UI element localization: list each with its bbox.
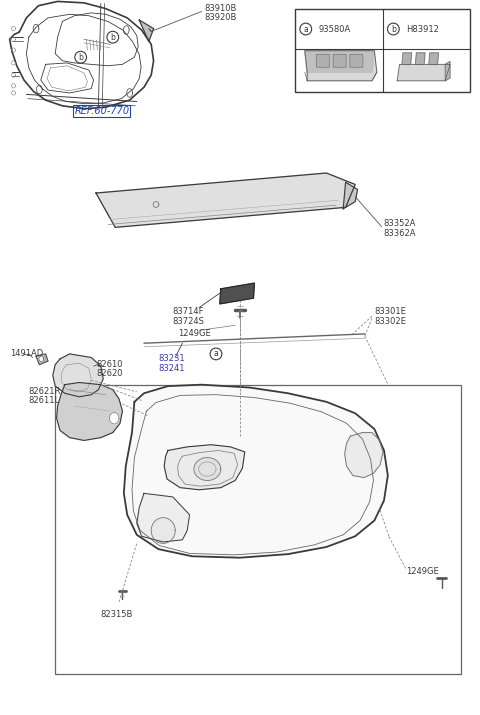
Text: 82315B: 82315B	[101, 611, 133, 619]
Polygon shape	[124, 385, 388, 558]
Text: 83714F: 83714F	[173, 307, 204, 316]
Polygon shape	[343, 182, 358, 209]
Text: H83912: H83912	[406, 24, 439, 34]
Polygon shape	[164, 445, 245, 490]
Text: 83352A: 83352A	[383, 220, 415, 228]
Polygon shape	[53, 354, 103, 397]
Polygon shape	[445, 61, 450, 81]
Polygon shape	[96, 173, 355, 227]
Text: a: a	[303, 24, 308, 34]
Text: a: a	[214, 350, 218, 358]
Polygon shape	[151, 518, 175, 543]
Text: 82620: 82620	[96, 370, 122, 378]
Text: 83724S: 83724S	[173, 317, 204, 325]
Polygon shape	[220, 283, 254, 304]
FancyBboxPatch shape	[333, 54, 346, 67]
Text: b: b	[391, 24, 396, 34]
Polygon shape	[39, 356, 44, 362]
Polygon shape	[305, 51, 377, 81]
Text: 1249GE: 1249GE	[406, 568, 438, 576]
Text: 1249GE: 1249GE	[178, 329, 210, 337]
Polygon shape	[33, 24, 39, 33]
Polygon shape	[36, 354, 48, 365]
FancyBboxPatch shape	[55, 385, 461, 674]
Polygon shape	[36, 85, 42, 94]
Polygon shape	[345, 433, 383, 478]
Polygon shape	[123, 26, 129, 34]
Text: 82611L: 82611L	[29, 396, 60, 405]
Text: 1491AD: 1491AD	[10, 350, 43, 358]
Text: 83920B: 83920B	[204, 14, 236, 22]
Polygon shape	[109, 413, 119, 424]
Polygon shape	[305, 51, 374, 72]
Polygon shape	[137, 493, 190, 542]
Polygon shape	[194, 458, 221, 480]
Polygon shape	[127, 89, 132, 97]
Polygon shape	[429, 53, 439, 64]
Text: 83241: 83241	[158, 364, 185, 373]
Text: REF.60-770: REF.60-770	[74, 106, 130, 116]
FancyBboxPatch shape	[350, 54, 363, 67]
Polygon shape	[139, 20, 154, 41]
Text: 83231: 83231	[158, 355, 185, 363]
Text: 93580A: 93580A	[318, 24, 350, 34]
Polygon shape	[415, 53, 425, 64]
Text: 83910B: 83910B	[204, 4, 236, 13]
Text: 82621R: 82621R	[29, 387, 61, 395]
Polygon shape	[402, 53, 412, 64]
Text: 83362A: 83362A	[383, 229, 416, 237]
Text: b: b	[110, 33, 115, 41]
Text: 83302E: 83302E	[374, 317, 406, 325]
Text: 83301E: 83301E	[374, 307, 406, 316]
Polygon shape	[57, 383, 122, 440]
FancyBboxPatch shape	[316, 54, 329, 67]
FancyBboxPatch shape	[295, 9, 470, 92]
Text: 82610: 82610	[96, 360, 122, 369]
Text: b: b	[78, 53, 83, 61]
Polygon shape	[397, 64, 450, 81]
